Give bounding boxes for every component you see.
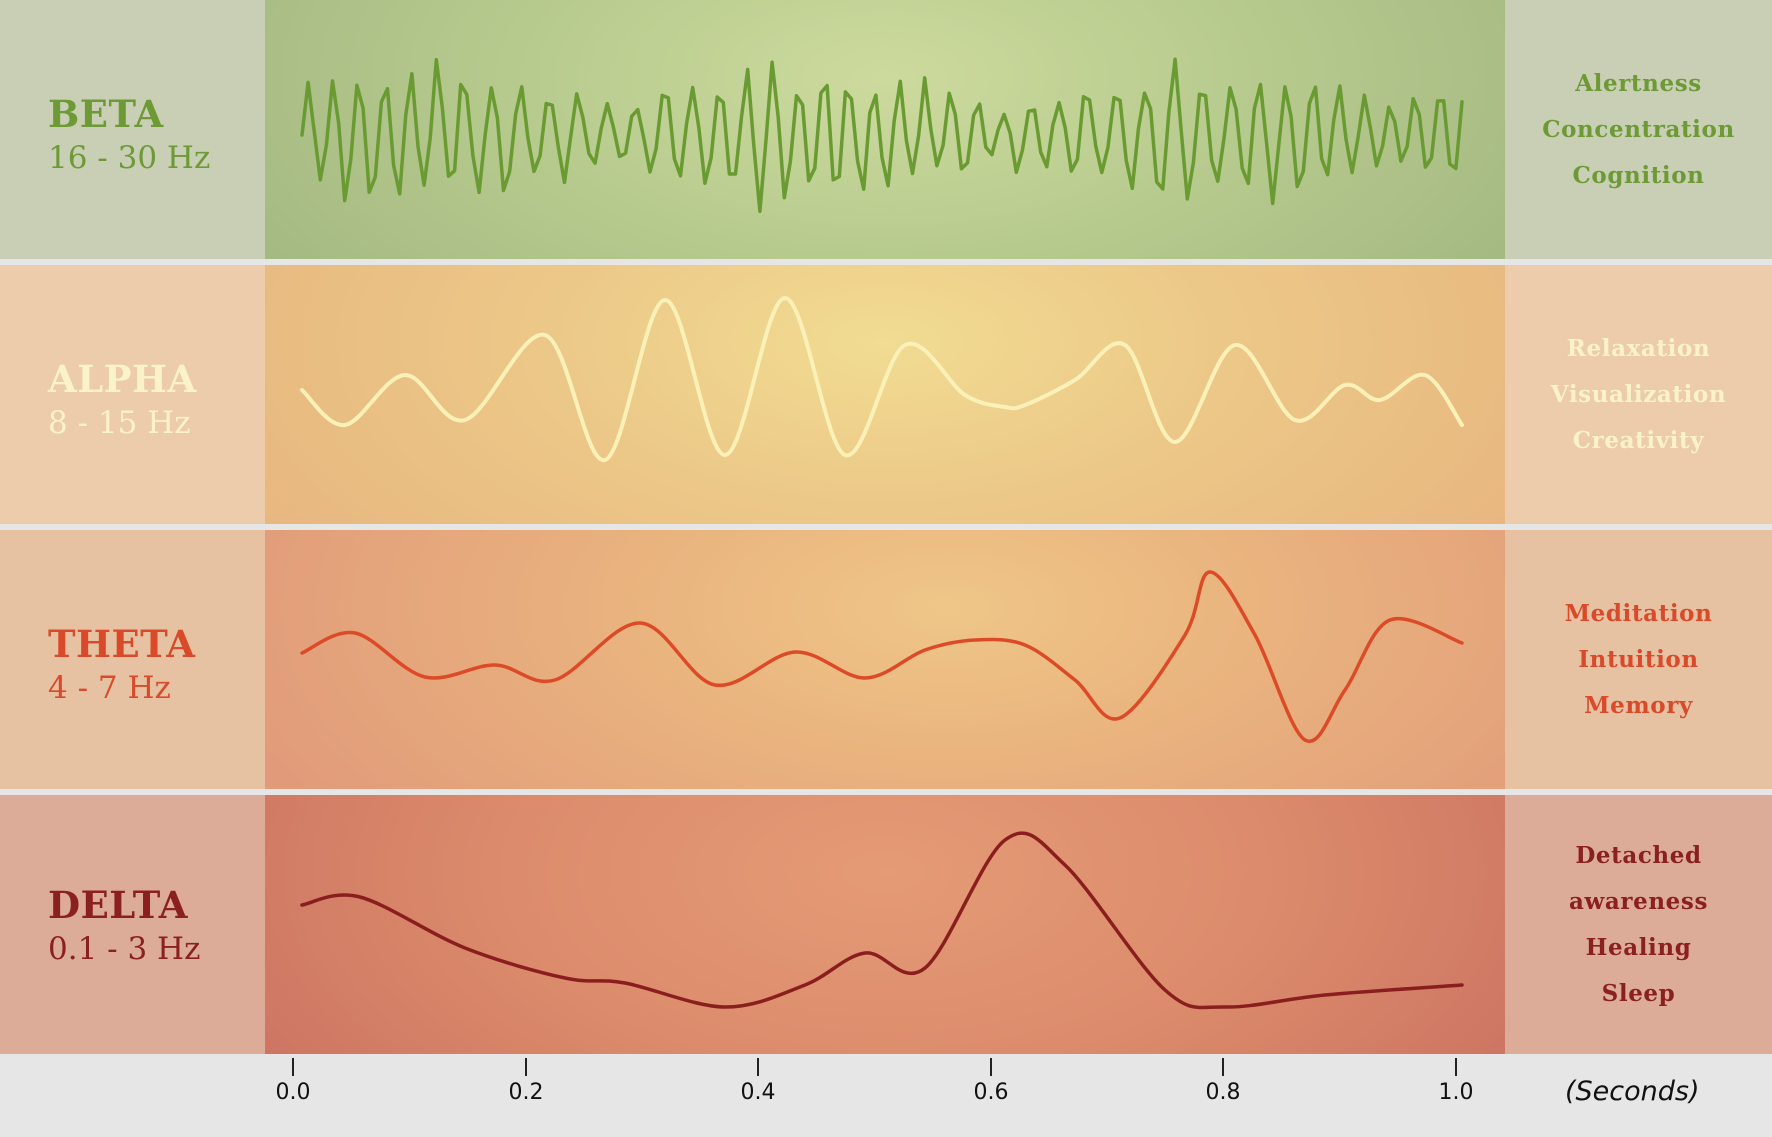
band-label-panel: ALPHA 8 - 15 Hz: [0, 265, 265, 524]
delta-wave-line: [300, 831, 1464, 1010]
band-beta: BETA 16 - 30 Hz Alertness Concentration …: [0, 0, 1772, 259]
axis-tick: [990, 1058, 992, 1076]
band-label-panel: DELTA 0.1 - 3 Hz: [0, 795, 265, 1054]
trait: awareness: [1568, 887, 1708, 915]
axis-tick-label: 0.2: [508, 1080, 544, 1105]
trait: Sleep: [1601, 979, 1676, 1007]
axis-tick: [292, 1058, 294, 1076]
axis-unit-label: (Seconds): [1565, 1076, 1700, 1107]
axis-tick: [1222, 1058, 1224, 1076]
trait: Alertness: [1575, 69, 1702, 97]
band-frequency: 16 - 30 Hz: [48, 140, 211, 176]
trait: Visualization: [1550, 380, 1727, 408]
axis-tick: [1455, 1058, 1457, 1076]
band-name: DELTA: [48, 883, 189, 927]
axis-tick: [525, 1058, 527, 1076]
band-traits: Relaxation Visualization Creativity: [1505, 265, 1772, 524]
band-label-panel: BETA 16 - 30 Hz: [0, 0, 265, 259]
trait: Detached: [1575, 841, 1702, 869]
axis-tick-label: 0.8: [1205, 1080, 1241, 1105]
trait: Creativity: [1572, 426, 1705, 454]
band-frequency: 8 - 15 Hz: [48, 405, 191, 441]
band-alpha: ALPHA 8 - 15 Hz Relaxation Visualization…: [0, 265, 1772, 524]
beta-wave: [300, 57, 1464, 214]
band-traits: Meditation Intuition Memory: [1505, 530, 1772, 789]
band-frequency: 0.1 - 3 Hz: [48, 931, 201, 967]
axis-tick: [757, 1058, 759, 1076]
alpha-wave: [300, 295, 1464, 462]
trait: Meditation: [1564, 599, 1713, 627]
band-frequency: 4 - 7 Hz: [48, 670, 171, 706]
band-traits: Detached awareness Healing Sleep: [1505, 795, 1772, 1054]
axis-tick-label: 1.0: [1438, 1080, 1474, 1105]
time-axis: 0.0 0.2 0.4 0.6 0.8 1.0 (Seconds): [0, 1054, 1772, 1137]
axis-tick-label: 0.4: [740, 1080, 776, 1105]
band-name: BETA: [48, 92, 164, 136]
band-name: THETA: [48, 622, 196, 666]
alpha-wave-line: [300, 295, 1464, 462]
theta-wave-line: [300, 570, 1464, 744]
trait: Concentration: [1542, 115, 1735, 143]
band-delta: DELTA 0.1 - 3 Hz Detached awareness Heal…: [0, 795, 1772, 1054]
axis-tick-label: 0.0: [275, 1080, 311, 1105]
axis-tick-label: 0.6: [973, 1080, 1009, 1105]
theta-wave: [300, 570, 1464, 744]
wave-panel: [265, 530, 1505, 789]
wave-panel: [265, 0, 1505, 259]
trait: Relaxation: [1566, 334, 1711, 362]
band-name: ALPHA: [48, 357, 197, 401]
band-traits: Alertness Concentration Cognition: [1505, 0, 1772, 259]
band-theta: THETA 4 - 7 Hz Meditation Intuition Memo…: [0, 530, 1772, 789]
band-label-panel: THETA 4 - 7 Hz: [0, 530, 265, 789]
wave-panel: [265, 795, 1505, 1054]
trait: Intuition: [1578, 645, 1699, 673]
trait: Memory: [1584, 691, 1693, 719]
trait: Healing: [1585, 933, 1692, 961]
beta-wave-line: [300, 57, 1464, 214]
trait: Cognition: [1572, 161, 1705, 189]
wave-panel: [265, 265, 1505, 524]
delta-wave: [300, 831, 1464, 1010]
